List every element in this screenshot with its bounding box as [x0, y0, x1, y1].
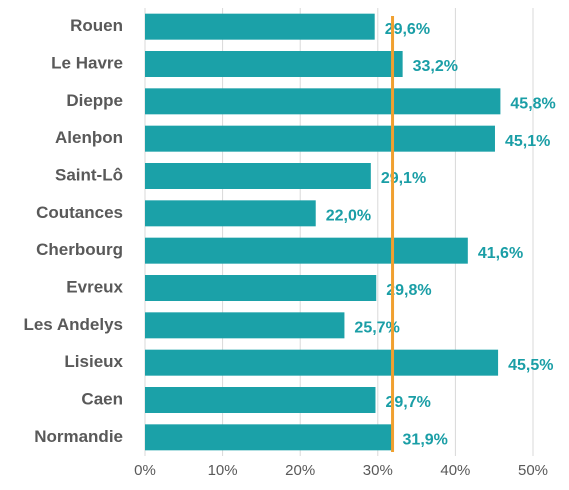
value-label: 25,7%: [354, 320, 399, 337]
value-label: 45,1%: [505, 133, 550, 150]
value-label: 45,5%: [508, 357, 553, 374]
category-label: Le Havre: [51, 53, 123, 72]
x-tick-label: 20%: [285, 462, 315, 479]
bar: [145, 163, 371, 189]
category-label: Evreux: [66, 277, 123, 296]
category-label: Alenþon: [55, 128, 123, 147]
bar: [145, 200, 316, 227]
value-label: 22,0%: [326, 208, 371, 225]
bar: [145, 424, 393, 451]
x-tick-label: 40%: [440, 462, 470, 479]
value-label: 29,1%: [381, 170, 426, 187]
category-label: Dieppe: [66, 91, 123, 110]
category-label: Les Andelys: [23, 315, 123, 334]
value-label: 41,6%: [478, 245, 523, 262]
bar: [145, 387, 376, 413]
x-tick-label: 0%: [134, 462, 156, 479]
bar: [145, 237, 468, 264]
bar: [145, 312, 345, 339]
value-label: 29,7%: [385, 394, 430, 411]
value-label: 31,9%: [403, 432, 448, 449]
category-label: Lisieux: [64, 352, 123, 371]
x-tick-label: 10%: [208, 462, 238, 479]
bar: [145, 88, 501, 115]
bar: [145, 13, 375, 40]
category-label: Normandie: [34, 427, 123, 446]
value-label: 29,6%: [385, 21, 430, 38]
value-label: 33,2%: [413, 58, 458, 75]
category-label: Saint-Lô: [55, 165, 123, 184]
category-label: Rouen: [70, 16, 123, 35]
bar: [145, 275, 377, 301]
category-label: Cherbourg: [36, 240, 123, 259]
category-label: Caen: [81, 389, 123, 408]
x-tick-label: 50%: [518, 462, 548, 479]
bar: [145, 125, 495, 152]
x-tick-label: 30%: [363, 462, 393, 479]
value-label: 45,8%: [510, 96, 555, 113]
value-label: 29,8%: [386, 282, 431, 299]
category-label: Coutances: [36, 203, 123, 222]
bar: [145, 51, 403, 77]
bar: [145, 349, 499, 376]
